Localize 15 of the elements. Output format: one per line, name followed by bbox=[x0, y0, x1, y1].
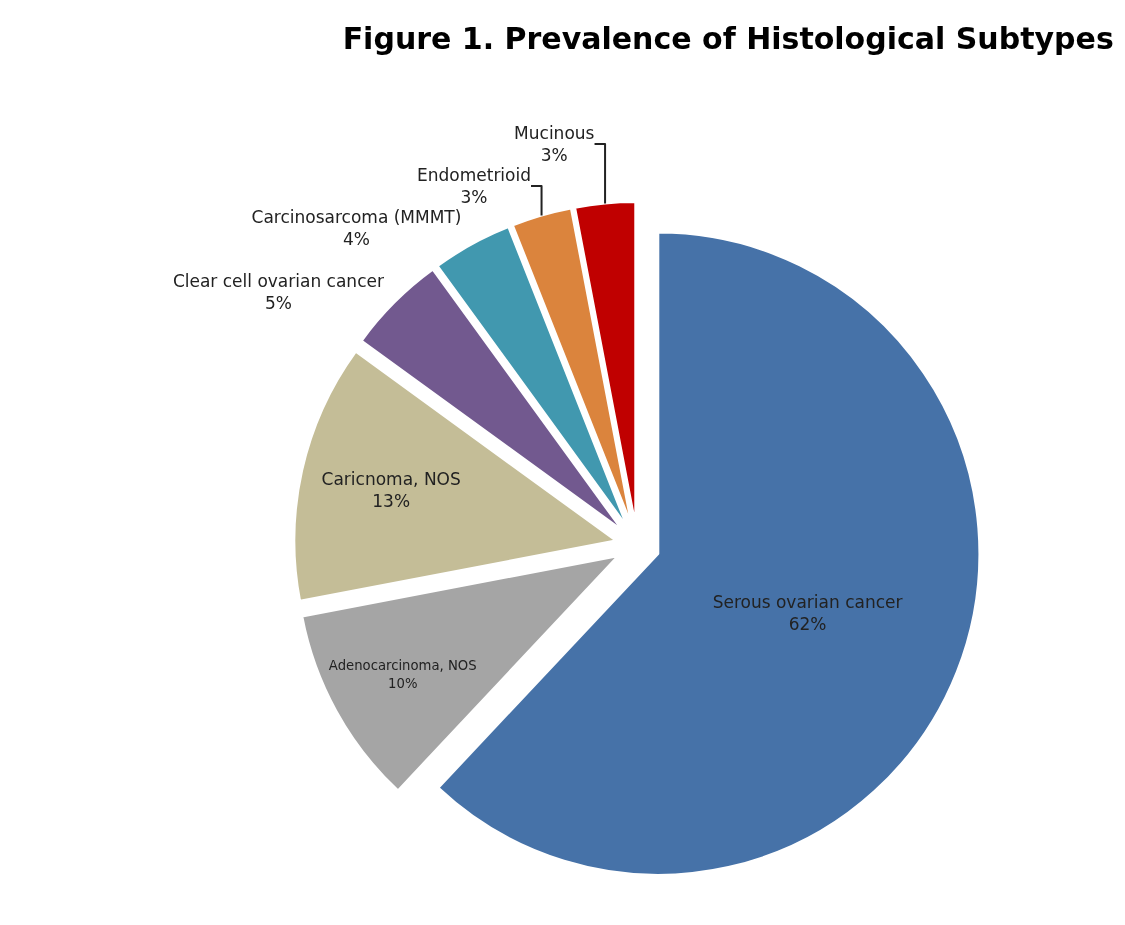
slice-label: Clear cell ovarian cancer bbox=[172, 270, 384, 291]
slice-label: Adenocarcinoma, NOS bbox=[328, 658, 477, 674]
slice-label: Endometrioid bbox=[416, 165, 532, 186]
chart-title: Figure 1. Prevalence of Histological Subtypes bbox=[342, 20, 1114, 56]
slice-label: Mucinous bbox=[514, 122, 595, 143]
data-label: 3% bbox=[540, 145, 568, 166]
slice-label: Caricnoma, NOS bbox=[321, 469, 461, 490]
data-label: 10% bbox=[388, 675, 418, 691]
slice-label: Carcinosarcoma (MMMT) bbox=[251, 207, 462, 228]
data-label: 4% bbox=[342, 229, 370, 250]
data-label: 13% bbox=[372, 491, 411, 512]
data-label: 5% bbox=[264, 293, 292, 314]
data-label: 62% bbox=[788, 613, 827, 634]
data-label: 3% bbox=[460, 187, 488, 208]
slice-label: Serous ovarian cancer bbox=[712, 591, 903, 612]
